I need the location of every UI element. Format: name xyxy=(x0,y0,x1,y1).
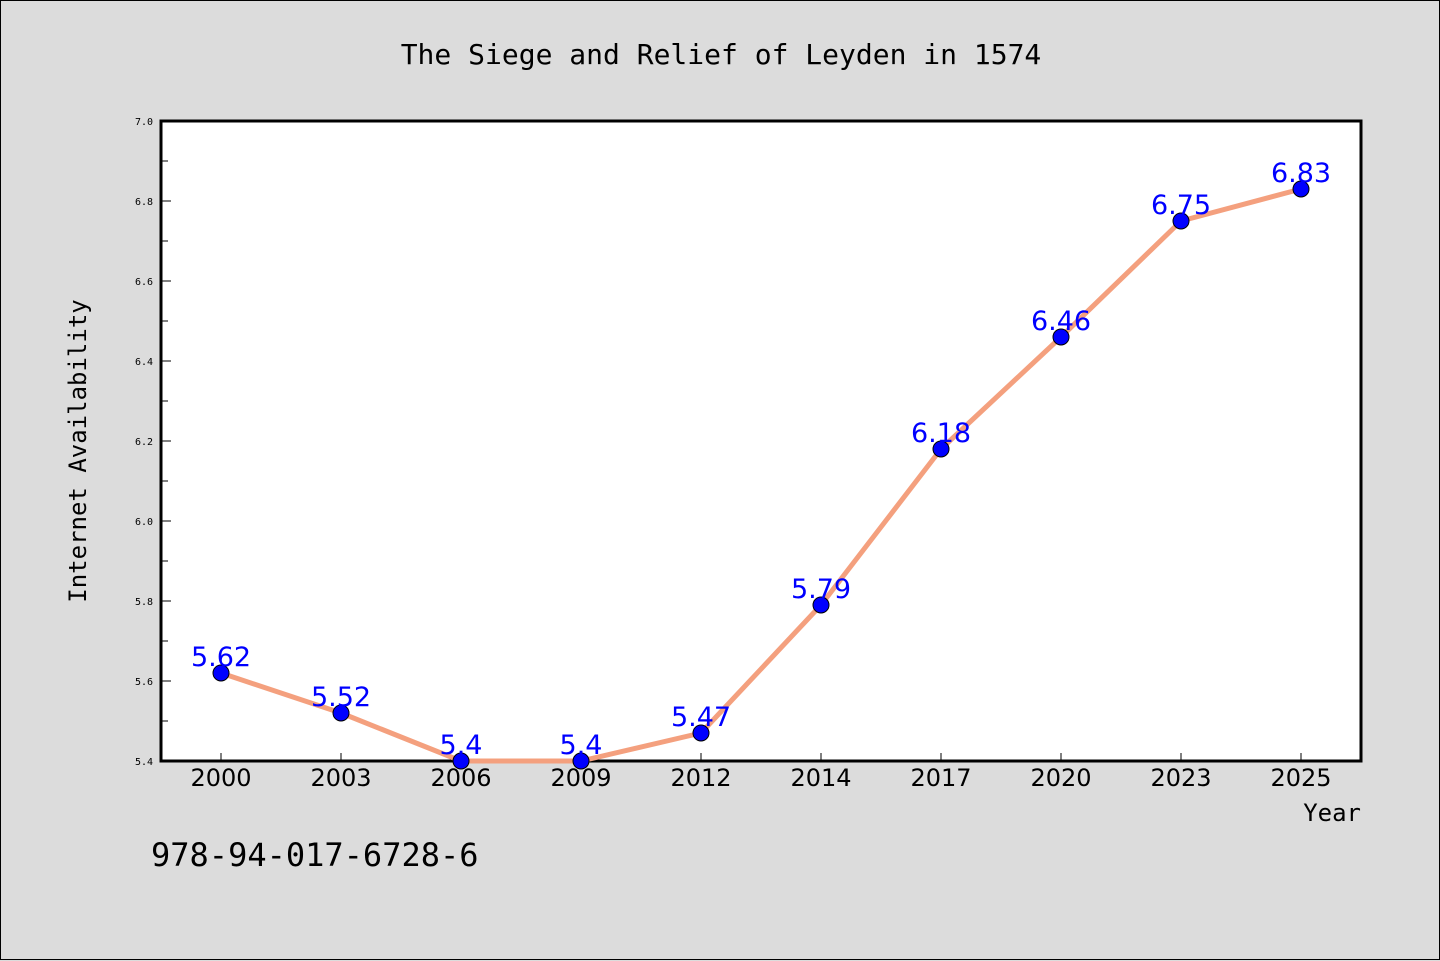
y-tick-label: 5.4 xyxy=(135,757,153,768)
x-axis-label: Year xyxy=(1303,799,1361,827)
data-point-2006 xyxy=(452,752,470,770)
series-line xyxy=(218,186,1304,764)
x-tick-label: 2000 xyxy=(190,764,251,792)
y-tick-label: 6.2 xyxy=(135,437,153,448)
x-tick-label: 2020 xyxy=(1030,764,1091,792)
y-tick-label: 5.6 xyxy=(135,677,153,688)
y-axis-label: Internet Availability xyxy=(64,299,92,602)
data-label-2006: 5.4 xyxy=(440,730,483,761)
y-tick-label: 6.0 xyxy=(135,517,153,528)
x-tick-label: 2012 xyxy=(670,764,731,792)
x-tick-label: 2025 xyxy=(1270,764,1331,792)
data-point-2017 xyxy=(932,440,950,458)
y-tick-label: 7.0 xyxy=(135,117,153,128)
x-tick-label: 2003 xyxy=(310,764,371,792)
series-layer xyxy=(212,180,1310,770)
data-labels-layer: 5.62 5.52 5.4 5.4 5.47 5.79 6.18 6.46 6.75 6.83 xyxy=(191,158,1331,761)
data-point-2000 xyxy=(212,664,230,682)
data-label-2020: 6.46 xyxy=(1031,306,1091,337)
y-axis-ticks: 5.4 5.6 5.8 6.0 6.2 6.4 6.6 6.8 7.0 xyxy=(135,117,171,768)
data-label-2009: 5.4 xyxy=(560,730,603,761)
x-axis-ticks: 2000 2003 2006 2009 2012 2014 2017 2020 2023 2025 xyxy=(190,753,1332,792)
y-tick-label: 6.6 xyxy=(135,277,153,288)
data-label-2014: 5.79 xyxy=(791,574,851,605)
data-point-2020 xyxy=(1052,328,1070,346)
plot-area xyxy=(159,119,1363,763)
x-tick-label: 2017 xyxy=(910,764,971,792)
data-label-2023: 6.75 xyxy=(1151,190,1211,221)
data-label-2025: 6.83 xyxy=(1271,158,1331,189)
data-label-2003: 5.52 xyxy=(311,682,371,713)
data-point-2012 xyxy=(692,724,710,742)
x-tick-label: 2014 xyxy=(790,764,851,792)
data-label-2012: 5.47 xyxy=(671,702,731,733)
data-point-2023 xyxy=(1172,212,1190,230)
y-tick-label: 6.8 xyxy=(135,197,153,208)
data-label-2017: 6.18 xyxy=(911,418,971,449)
isbn-annotation: 978-94-017-6728-6 xyxy=(151,836,479,874)
data-point-2025 xyxy=(1292,180,1310,198)
data-point-2014 xyxy=(812,596,830,614)
y-tick-label: 6.4 xyxy=(135,357,153,368)
data-label-2000: 5.62 xyxy=(191,642,251,673)
data-point-2003 xyxy=(332,704,350,722)
chart-title: The Siege and Relief of Leyden in 1574 xyxy=(401,38,1042,71)
x-tick-label: 2023 xyxy=(1150,764,1211,792)
y-tick-label: 5.8 xyxy=(135,597,153,608)
data-point-2009 xyxy=(572,752,590,770)
